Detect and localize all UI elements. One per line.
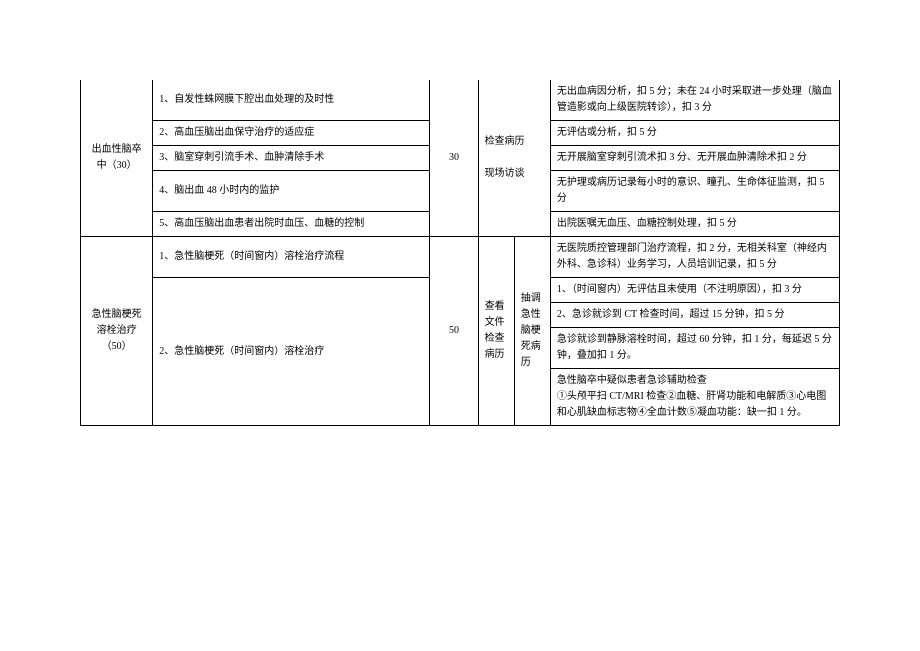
item-cell: 2、高血压脑出血保守治疗的适应症 [153,121,430,146]
item-cell: 1、自发性蛛网膜下腔出血处理的及时性 [153,80,430,121]
item-cell: 5、高血压脑出血患者出院时血压、血糖的控制 [153,212,430,237]
criteria-cell: 急诊就诊到静脉溶栓时间，超过 60 分钟，扣 1 分，每延迟 5 分钟，叠加扣 … [550,328,839,369]
sub-method-cell: 抽调急性脑梗死病历 [514,237,550,426]
criteria-cell: 2、急诊就诊到 CT 检查时间，超过 15 分钟，扣 5 分 [550,303,839,328]
item-cell: 2、急性脑梗死（时间窗内）溶栓治疗 [153,278,430,426]
score-cell: 30 [430,80,478,237]
criteria-cell: 无出血病因分析，扣 5 分；未在 24 小时采取进一步处理（脑血管造影或向上级医… [550,80,839,121]
criteria-cell: 无评估或分析，扣 5 分 [550,121,839,146]
criteria-cell: 无开展脑室穿刺引流术扣 3 分、无开展血肿清除术扣 2 分 [550,146,839,171]
method-cell: 检查病历 现场访谈 [478,80,550,237]
category-cell: 出血性脑卒中（30） [81,80,153,237]
assessment-table: 出血性脑卒中（30） 1、自发性蛛网膜下腔出血处理的及时性 30 检查病历 现场… [80,80,840,426]
score-cell: 50 [430,237,478,426]
criteria-cell: 出院医嘱无血压、血糖控制处理，扣 5 分 [550,212,839,237]
criteria-cell: 1、（时间窗内）无评估且未使用（不注明原因），扣 3 分 [550,278,839,303]
item-cell: 4、脑出血 48 小时内的监护 [153,171,430,212]
item-cell: 1、急性脑梗死（时间窗内）溶栓治疗流程 [153,237,430,278]
item-cell: 3、脑室穿刺引流手术、血肿清除手术 [153,146,430,171]
criteria-cell: 无医院质控管理部门治疗流程，扣 2 分，无相关科室（神经内外科、急诊科）业务学习… [550,237,839,278]
criteria-cell: 急性脑卒中疑似患者急诊辅助检查 ①头颅平扫 CT/MRI 检查②血糖、肝肾功能和… [550,369,839,426]
category-cell: 急性脑梗死溶栓治疗（50） [81,237,153,426]
method-cell: 查看文件检查病历 [478,237,514,426]
criteria-cell: 无护理或病历记录每小时的意识、瞳孔、生命体征监测，扣 5 分 [550,171,839,212]
